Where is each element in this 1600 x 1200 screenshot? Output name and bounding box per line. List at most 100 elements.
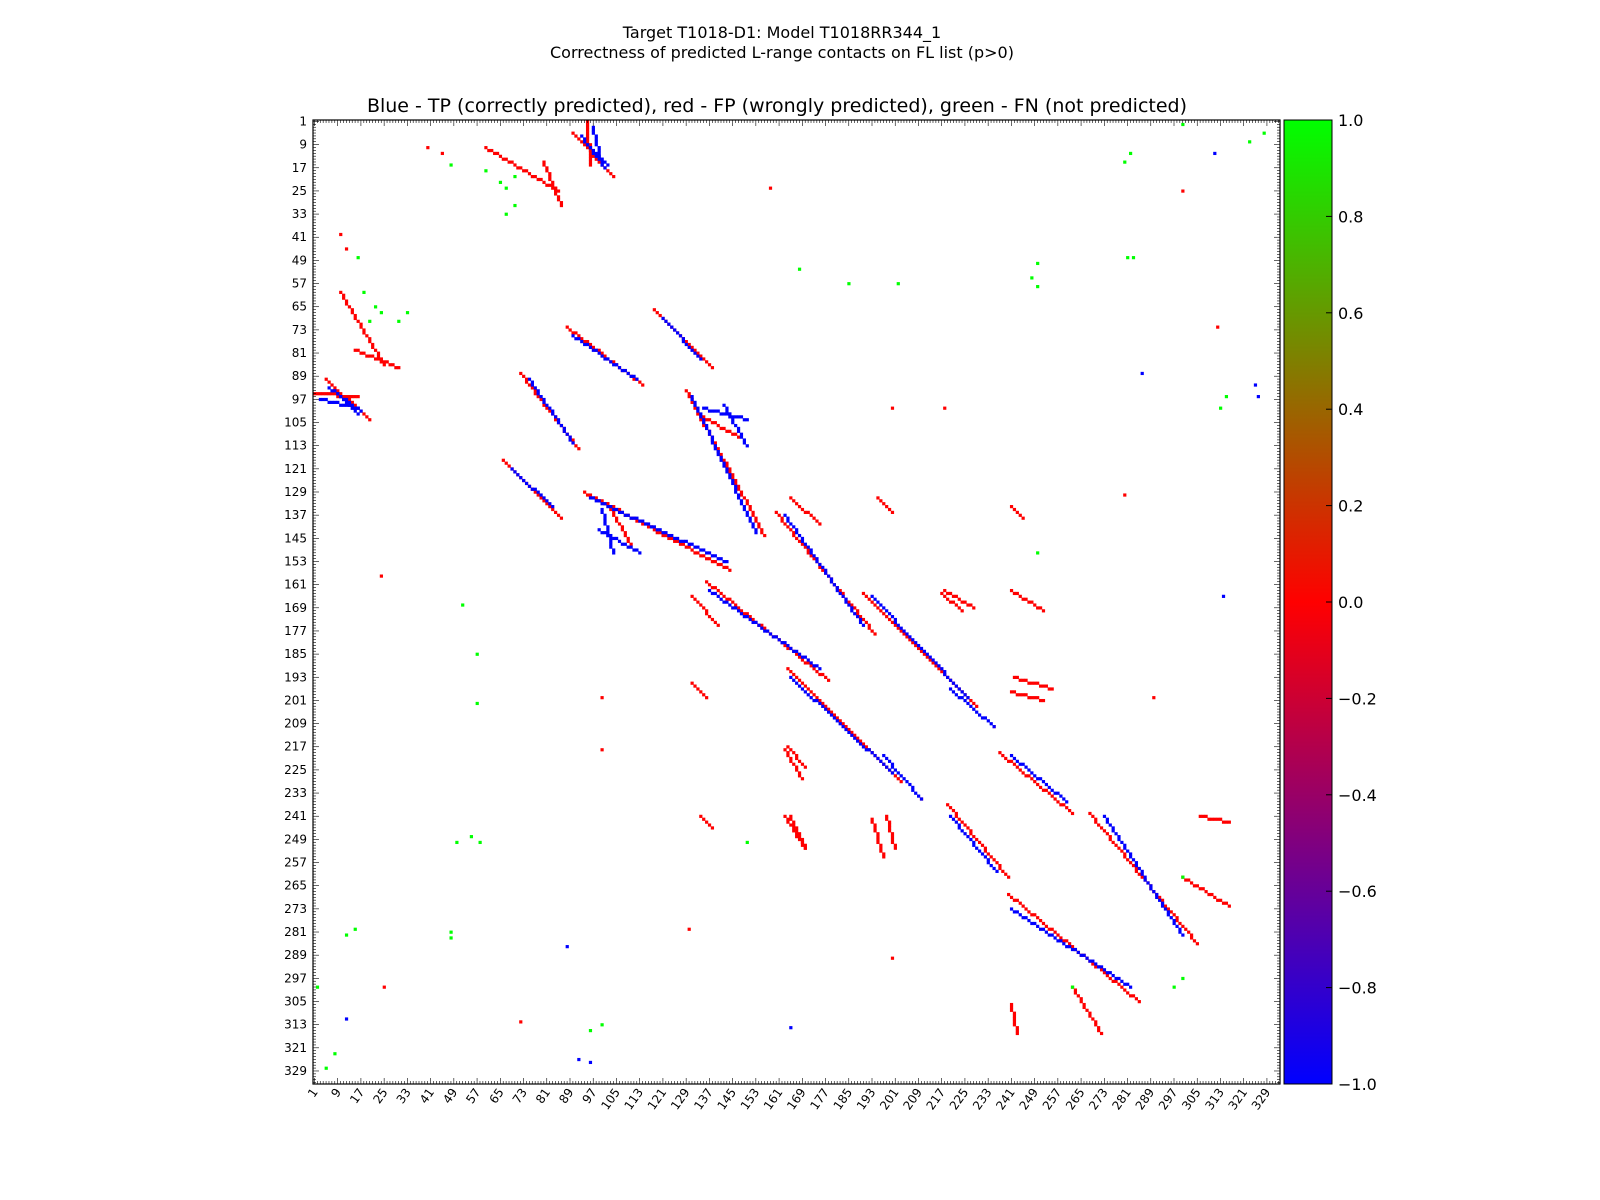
contact-cell-fp [795, 652, 799, 656]
contact-cell-fn [600, 1023, 604, 1027]
contact-cell-fp [812, 557, 816, 561]
contact-cell-tp [612, 548, 616, 552]
contact-cell-fp [1012, 1011, 1017, 1015]
contact-cell-fp [1082, 1002, 1086, 1007]
contact-cell-fp [571, 131, 575, 135]
contact-cell-tp [1076, 950, 1080, 955]
contact-cell-tp [748, 519, 752, 523]
contact-cell-tp [731, 415, 735, 419]
contact-cell-fp [800, 762, 805, 766]
contact-cell-tp [826, 710, 831, 714]
contact-cell-fp [554, 189, 558, 193]
contact-cell-fp [1012, 898, 1017, 902]
contact-cell-tp [725, 470, 729, 474]
contact-cell-fp [1015, 1031, 1019, 1036]
contact-cell-fp [655, 531, 659, 535]
contact-cell-fp [1219, 817, 1223, 821]
contact-cell-tp [1166, 910, 1170, 914]
y-tick-label: 1 [299, 114, 307, 128]
contact-cell-tp [716, 557, 720, 561]
y-tick-label: 233 [284, 786, 307, 800]
contact-cell-fp [792, 823, 796, 827]
contact-cell-fp [948, 591, 953, 596]
contact-cell-fp [890, 956, 895, 960]
contact-cell-fp [652, 308, 656, 312]
contact-cell-fp [1024, 907, 1028, 911]
contact-cell-fp [705, 696, 709, 700]
contact-cell-fp [716, 447, 720, 451]
contact-cell-fp [371, 342, 375, 347]
contact-cell-tp [670, 533, 674, 538]
contact-cell-fp [986, 852, 990, 856]
contact-cell-tp [580, 340, 584, 344]
contact-cell-tp [977, 713, 982, 717]
contact-cell-fp [641, 383, 645, 387]
contact-cell-tp [809, 551, 813, 555]
contact-cell-tp [716, 409, 720, 413]
contact-cell-tp [969, 704, 973, 708]
contact-cell-fn [333, 1052, 337, 1056]
contact-cell-fn [498, 180, 503, 184]
contact-cell-fp [876, 496, 880, 500]
contact-cell-fp [742, 496, 746, 500]
contact-cell-tp [609, 505, 613, 509]
contact-cell-fp [664, 533, 668, 538]
colorbar-tick-label: −0.4 [1338, 786, 1377, 805]
contact-cell-fp [1024, 774, 1028, 778]
contact-cell-fp [797, 678, 802, 682]
contact-cell-fp [975, 837, 979, 842]
contact-cell-fp [1184, 878, 1188, 882]
contact-cell-tp [612, 507, 616, 512]
colorbar-tick-label: 1.0 [1338, 111, 1363, 130]
contact-cell-fp [551, 180, 555, 184]
contact-cell-fp [1184, 927, 1188, 931]
contact-cell-fp [1018, 768, 1022, 772]
contact-cell-tp [736, 609, 741, 613]
contact-cell-fp [954, 811, 958, 816]
contact-cell-tp [612, 551, 616, 555]
contact-cell-fp [1044, 684, 1048, 688]
contact-cell-tp [713, 591, 717, 596]
contact-cell-tp [632, 516, 636, 520]
contact-cell-tp [919, 646, 924, 651]
contact-cell-tp [600, 354, 604, 358]
contact-cell-fp [800, 837, 805, 842]
contact-cell-fp [795, 832, 799, 836]
contact-cell-tp [588, 496, 593, 500]
contact-cell-fp [585, 140, 590, 144]
contact-cell-fp [333, 392, 337, 396]
contact-cell-tp [800, 536, 805, 541]
contact-cell-tp [681, 337, 685, 341]
contact-cell-tp [615, 507, 619, 512]
y-tick-label: 81 [292, 346, 307, 360]
contact-cell-fp [588, 157, 593, 161]
contact-cell-tp [1175, 924, 1179, 928]
contact-cell-fp [870, 817, 874, 821]
contact-cell-fp [626, 539, 630, 543]
contact-cell-tp [626, 371, 630, 376]
contact-cell-tp [1134, 863, 1138, 868]
contact-cell-tp [1009, 753, 1014, 758]
contact-cell-fp [342, 395, 346, 399]
y-tick-label: 241 [284, 809, 307, 823]
contact-cell-fp [1140, 875, 1144, 879]
contact-cell-fp [1172, 913, 1176, 917]
contact-cell-fp [1134, 866, 1138, 871]
contact-cell-fp [1079, 997, 1083, 1001]
contact-cell-tp [1094, 962, 1098, 966]
contact-cell-tp [754, 620, 758, 625]
contact-cell-tp [321, 397, 325, 402]
contact-cell-fp [1189, 936, 1194, 940]
contact-cell-fn [1126, 256, 1130, 260]
contact-cell-fp [867, 597, 871, 601]
contact-cell-fp [795, 835, 799, 839]
contact-cell-tp [739, 612, 744, 616]
contact-cell-tp [571, 441, 575, 445]
contact-cell-fp [713, 421, 717, 425]
contact-cell-fp [870, 629, 874, 633]
contact-cell-fp [710, 366, 715, 370]
contact-cell-fp [1169, 910, 1173, 914]
contact-cell-tp [890, 771, 895, 775]
contact-cell-tp [1166, 913, 1170, 917]
contact-cell-tp [542, 496, 546, 500]
